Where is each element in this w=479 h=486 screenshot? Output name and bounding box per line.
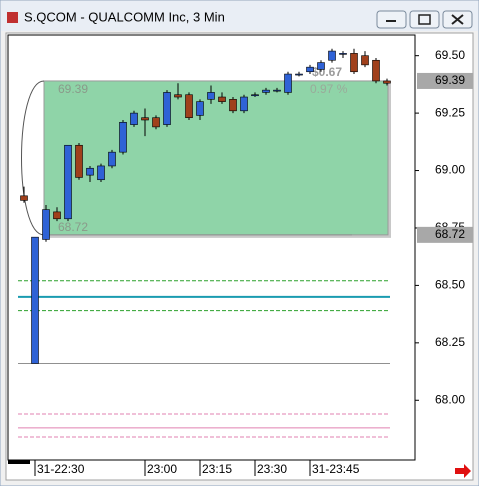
close-icon: [451, 14, 464, 25]
candle-body: [273, 89, 281, 92]
candle-body: [207, 92, 215, 100]
candle-body: [97, 165, 105, 181]
measure-percent: 0.97 %: [310, 82, 348, 96]
x-tick-label: 31-22:30: [37, 462, 85, 476]
x-tick-label: 23:00: [147, 462, 177, 476]
candle-body: [350, 53, 358, 73]
window-icon: [7, 12, 18, 23]
candle-body: [240, 96, 248, 112]
measure-high-label: 69.39: [58, 82, 88, 96]
candle-body: [306, 66, 314, 73]
candle-body: [119, 121, 127, 153]
price-flag: [417, 226, 473, 243]
candle-body: [218, 96, 226, 102]
x-tick-label: 23:30: [257, 462, 287, 476]
y-tick-label: 69.00: [435, 163, 465, 177]
candle-body: [141, 117, 149, 121]
plot: 69.39 68.72 $0.67 0.97 % 69.50 69.25 69.00 68.7…: [18, 48, 473, 476]
maximize-icon: [418, 14, 431, 25]
candle-body: [31, 236, 39, 364]
candle-body: [86, 167, 94, 176]
candle-body: [284, 73, 292, 93]
measure-change: $0.67: [312, 65, 342, 79]
measure-arc: [21, 80, 45, 236]
candle-body: [53, 211, 61, 220]
y-tick-label: 69.25: [435, 105, 465, 119]
window-title: S.QCOM - QUALCOMM Inc, 3 Min: [24, 9, 225, 24]
candle-body: [251, 94, 259, 97]
candle-body: [229, 99, 237, 112]
maximize-button[interactable]: [409, 10, 440, 29]
candle-body: [328, 50, 336, 61]
price-flag: [417, 72, 473, 89]
y-tick-label: 68.25: [435, 335, 465, 349]
candle-body: [317, 62, 325, 70]
price-flag-label: 68.72: [435, 227, 465, 241]
y-tick-label: 68.00: [435, 392, 465, 406]
y-tick-label: 68.50: [435, 278, 465, 292]
candle-body: [64, 144, 72, 220]
candle-body: [20, 195, 28, 201]
candle-body: [152, 117, 160, 128]
minimize-button[interactable]: [376, 10, 407, 29]
price-flag-label: 69.39: [435, 73, 465, 87]
scroll-arrow[interactable]: [455, 464, 471, 478]
candle-body: [295, 73, 303, 76]
x-tick-label: 23:15: [202, 462, 232, 476]
candle-body: [163, 92, 171, 125]
measure-low-label: 68.72: [58, 220, 88, 234]
candle-body: [339, 53, 347, 55]
candle-body: [383, 80, 391, 84]
candle-body: [361, 55, 369, 66]
candle-body: [185, 94, 193, 119]
candle-body: [75, 144, 83, 178]
y-tick-label: 69.50: [435, 48, 465, 62]
candle-body: [130, 112, 138, 125]
candle-body: [262, 89, 270, 93]
candle-body: [372, 59, 380, 82]
candle-body: [196, 101, 204, 116]
candle-body: [42, 209, 50, 240]
candle-body: [108, 151, 116, 167]
window-buttons[interactable]: [376, 10, 473, 29]
x-tick-label: 31-23:45: [312, 462, 360, 476]
candle-body: [174, 94, 182, 98]
measure-box: [43, 80, 389, 236]
